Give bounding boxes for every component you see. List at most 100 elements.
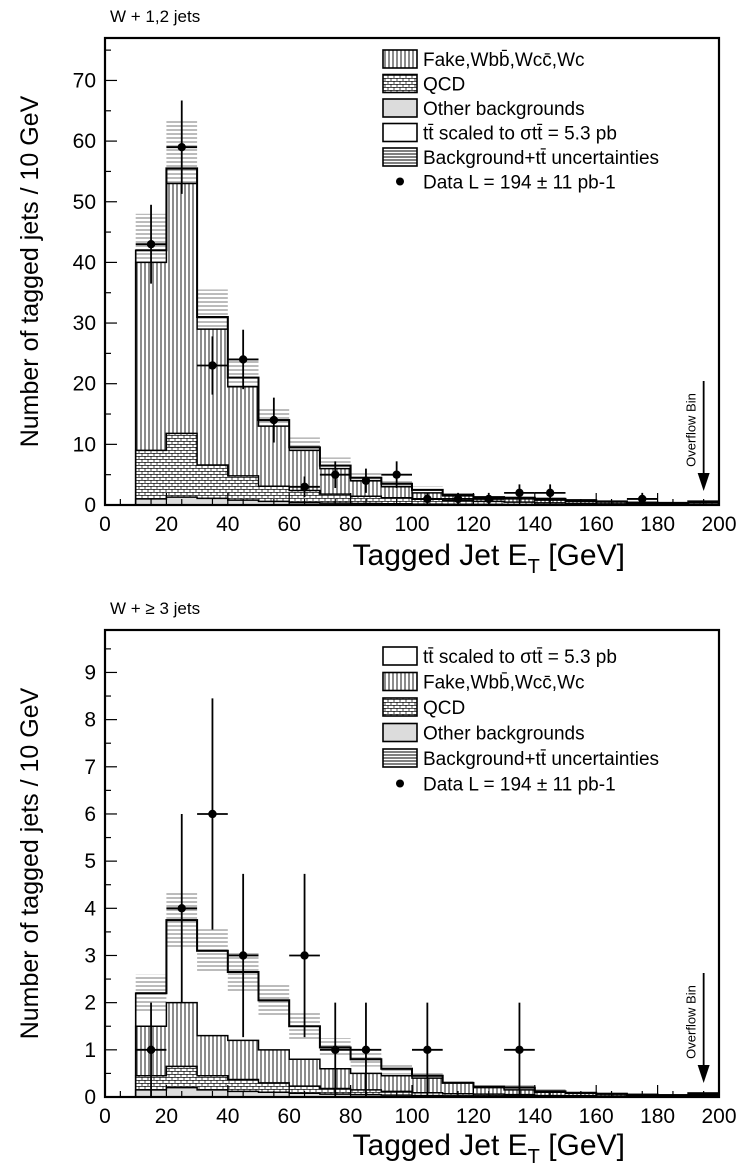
- legend-item-qcd: QCD: [382, 697, 465, 719]
- x-tick-label: 180: [640, 513, 675, 536]
- y-tick-label: 60: [73, 130, 96, 153]
- legend-label: Data L = 194 ± 11 pb-1: [423, 775, 616, 796]
- x-tick-label: 20: [155, 1105, 178, 1128]
- y-tick-label: 5: [84, 850, 96, 873]
- x-tick-label: 80: [339, 1105, 362, 1128]
- data-point: [269, 415, 279, 425]
- y-tick-label: 8: [84, 709, 96, 732]
- x-tick-label: 40: [216, 513, 239, 536]
- data-point: [423, 1045, 432, 1055]
- x-tick-label: 60: [278, 513, 301, 536]
- data-point: [331, 1045, 340, 1055]
- y-tick-label: 70: [73, 69, 96, 92]
- legend-data-marker: [396, 779, 404, 788]
- x-tick-label: 100: [394, 1105, 429, 1128]
- y-tick-label: 1: [84, 1039, 96, 1062]
- data-point: [177, 142, 186, 152]
- x-tick-label: 200: [701, 513, 736, 536]
- y-axis-label: Number of tagged jets / 10 GeV: [16, 95, 44, 447]
- panel-title: W + ≥ 3 jets: [110, 599, 200, 618]
- x-axis-label: Tagged Jet ET [GeV]: [353, 539, 625, 578]
- panel-title: W + 1,2 jets: [110, 7, 200, 26]
- data-point: [177, 904, 186, 913]
- y-tick-label: 10: [73, 433, 96, 456]
- data-point: [515, 488, 524, 498]
- data-point: [208, 809, 217, 819]
- x-tick-label: 160: [579, 1105, 614, 1128]
- legend-item-unc: Background+tt̄ uncertainties: [382, 147, 659, 169]
- x-tick-label: 140: [517, 1105, 552, 1128]
- y-tick-label: 7: [84, 756, 96, 779]
- legend-item-ttbar: tt̄ scaled to σtt̄ = 5.3 pb: [382, 122, 617, 145]
- legend-item-fake: Fake,Wbb̄,Wcc̄,Wc: [382, 49, 585, 71]
- y-tick-label: 50: [73, 191, 96, 214]
- legend-item-unc: Background+tt̄ uncertainties: [382, 748, 659, 770]
- fake-wbb-area: [134, 182, 720, 506]
- data-point: [453, 494, 463, 504]
- legend-swatch: [382, 49, 418, 69]
- legend-item-other: Other backgrounds: [382, 722, 585, 745]
- total-outline: [135, 167, 719, 504]
- x-tick-label: 120: [456, 513, 491, 536]
- y-tick-label: 0: [84, 494, 96, 517]
- top-panel-w-1-2-jets: W + 1,2 jets 0 20 40 60 80 100 120 140 160 180 200 0…: [16, 7, 737, 578]
- data-point: [361, 476, 371, 485]
- legend-label: Background+tt̄ uncertainties: [423, 749, 659, 770]
- data-point: [208, 361, 217, 370]
- data-point: [146, 240, 156, 249]
- legend-swatch: [382, 722, 418, 743]
- data-point: [146, 1045, 156, 1055]
- y-tick-label: 20: [73, 373, 96, 396]
- x-tick-label: 40: [216, 1105, 239, 1128]
- x-tick-label: 140: [517, 513, 552, 536]
- legend-swatch: [382, 646, 418, 666]
- data-point: [515, 1045, 524, 1055]
- legend-item-data: Data L = 194 ± 11 pb-1: [396, 173, 616, 194]
- legend-item-other: Other backgrounds: [382, 98, 585, 120]
- x-tick-label: 60: [278, 1105, 301, 1128]
- legend-item-ttbar: tt̄ scaled to σtt̄ = 5.3 pb: [382, 646, 617, 668]
- legend-label: Background+tt̄ uncertainties: [423, 148, 659, 169]
- y-tick-label: 2: [84, 992, 96, 1015]
- legend-label: QCD: [423, 75, 465, 96]
- overflow-bin-label: Overflow Bin: [684, 985, 699, 1059]
- legend-item-qcd: QCD: [382, 73, 465, 96]
- y-tick-label: 40: [73, 251, 96, 274]
- legend-label: Data L = 194 ± 11 pb-1: [423, 173, 616, 194]
- legend-label: Other backgrounds: [423, 99, 585, 120]
- legend-swatch: [382, 73, 418, 94]
- x-axis-label: Tagged Jet ET [GeV]: [353, 1129, 625, 1164]
- x-tick-label: 20: [155, 513, 178, 536]
- overflow-arrowhead: [697, 473, 710, 491]
- legend-swatch: [382, 122, 418, 143]
- legend-swatch: [382, 697, 418, 717]
- x-tick-label: 180: [640, 1105, 675, 1128]
- y-tick-label: 30: [73, 312, 96, 335]
- legend-swatch: [382, 671, 418, 692]
- legend-label: tt̄ scaled to σtt̄ = 5.3 pb: [423, 647, 617, 668]
- data-point: [361, 1045, 371, 1055]
- data-point: [331, 470, 340, 479]
- x-tick-label: 0: [99, 513, 111, 536]
- data-point: [300, 482, 309, 492]
- data-point: [423, 494, 432, 504]
- data-point: [238, 355, 248, 364]
- data-point: [392, 470, 401, 479]
- y-tick-label: 0: [84, 1086, 96, 1109]
- x-tick-label: 100: [394, 513, 429, 536]
- data-point: [545, 488, 555, 498]
- data-point: [638, 494, 647, 504]
- y-axis-label: Number of tagged jets / 10 GeV: [16, 687, 44, 1039]
- x-tick-label: 160: [579, 513, 614, 536]
- y-tick-label: 9: [84, 661, 96, 684]
- x-tick-label: 0: [99, 1105, 111, 1128]
- data-point: [484, 494, 493, 504]
- overflow-bin-label: Overflow Bin: [684, 393, 699, 467]
- data-point: [238, 951, 248, 960]
- legend-label: tt̄ scaled to σtt̄ = 5.3 pb: [423, 124, 617, 145]
- legend-item-data: Data L = 194 ± 11 pb-1: [396, 775, 616, 796]
- x-tick-label: 80: [339, 513, 362, 536]
- legend-item-fake: Fake,Wbb̄,Wcc̄,Wc: [382, 671, 585, 694]
- legend-label: QCD: [423, 698, 465, 719]
